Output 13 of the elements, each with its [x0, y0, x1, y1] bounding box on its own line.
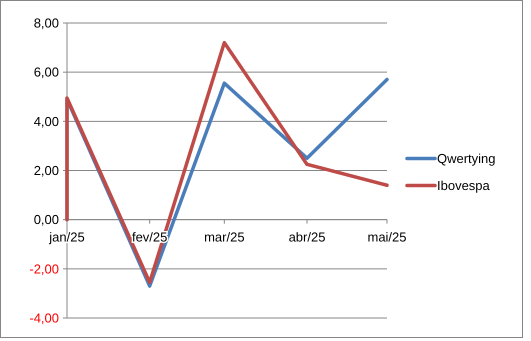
x-tick-label: abr/25 — [288, 230, 326, 245]
y-tick-label: -2,00 — [29, 261, 59, 276]
x-tick-label: jan/25 — [48, 230, 85, 245]
y-tick-label: 8,00 — [34, 16, 59, 31]
x-tick-label: mar/25 — [204, 230, 245, 245]
legend-label: Ibovespa — [437, 178, 491, 194]
legend-label: Qwertying — [437, 151, 496, 166]
y-tick-label: 2,00 — [34, 163, 59, 178]
y-tick-label: 0,00 — [34, 212, 59, 228]
x-tick-label: mai/25 — [367, 230, 407, 245]
y-tick-label: -4,00 — [29, 310, 59, 326]
y-tick-label: 4,00 — [34, 114, 59, 129]
y-tick-label: 6,00 — [34, 64, 59, 80]
